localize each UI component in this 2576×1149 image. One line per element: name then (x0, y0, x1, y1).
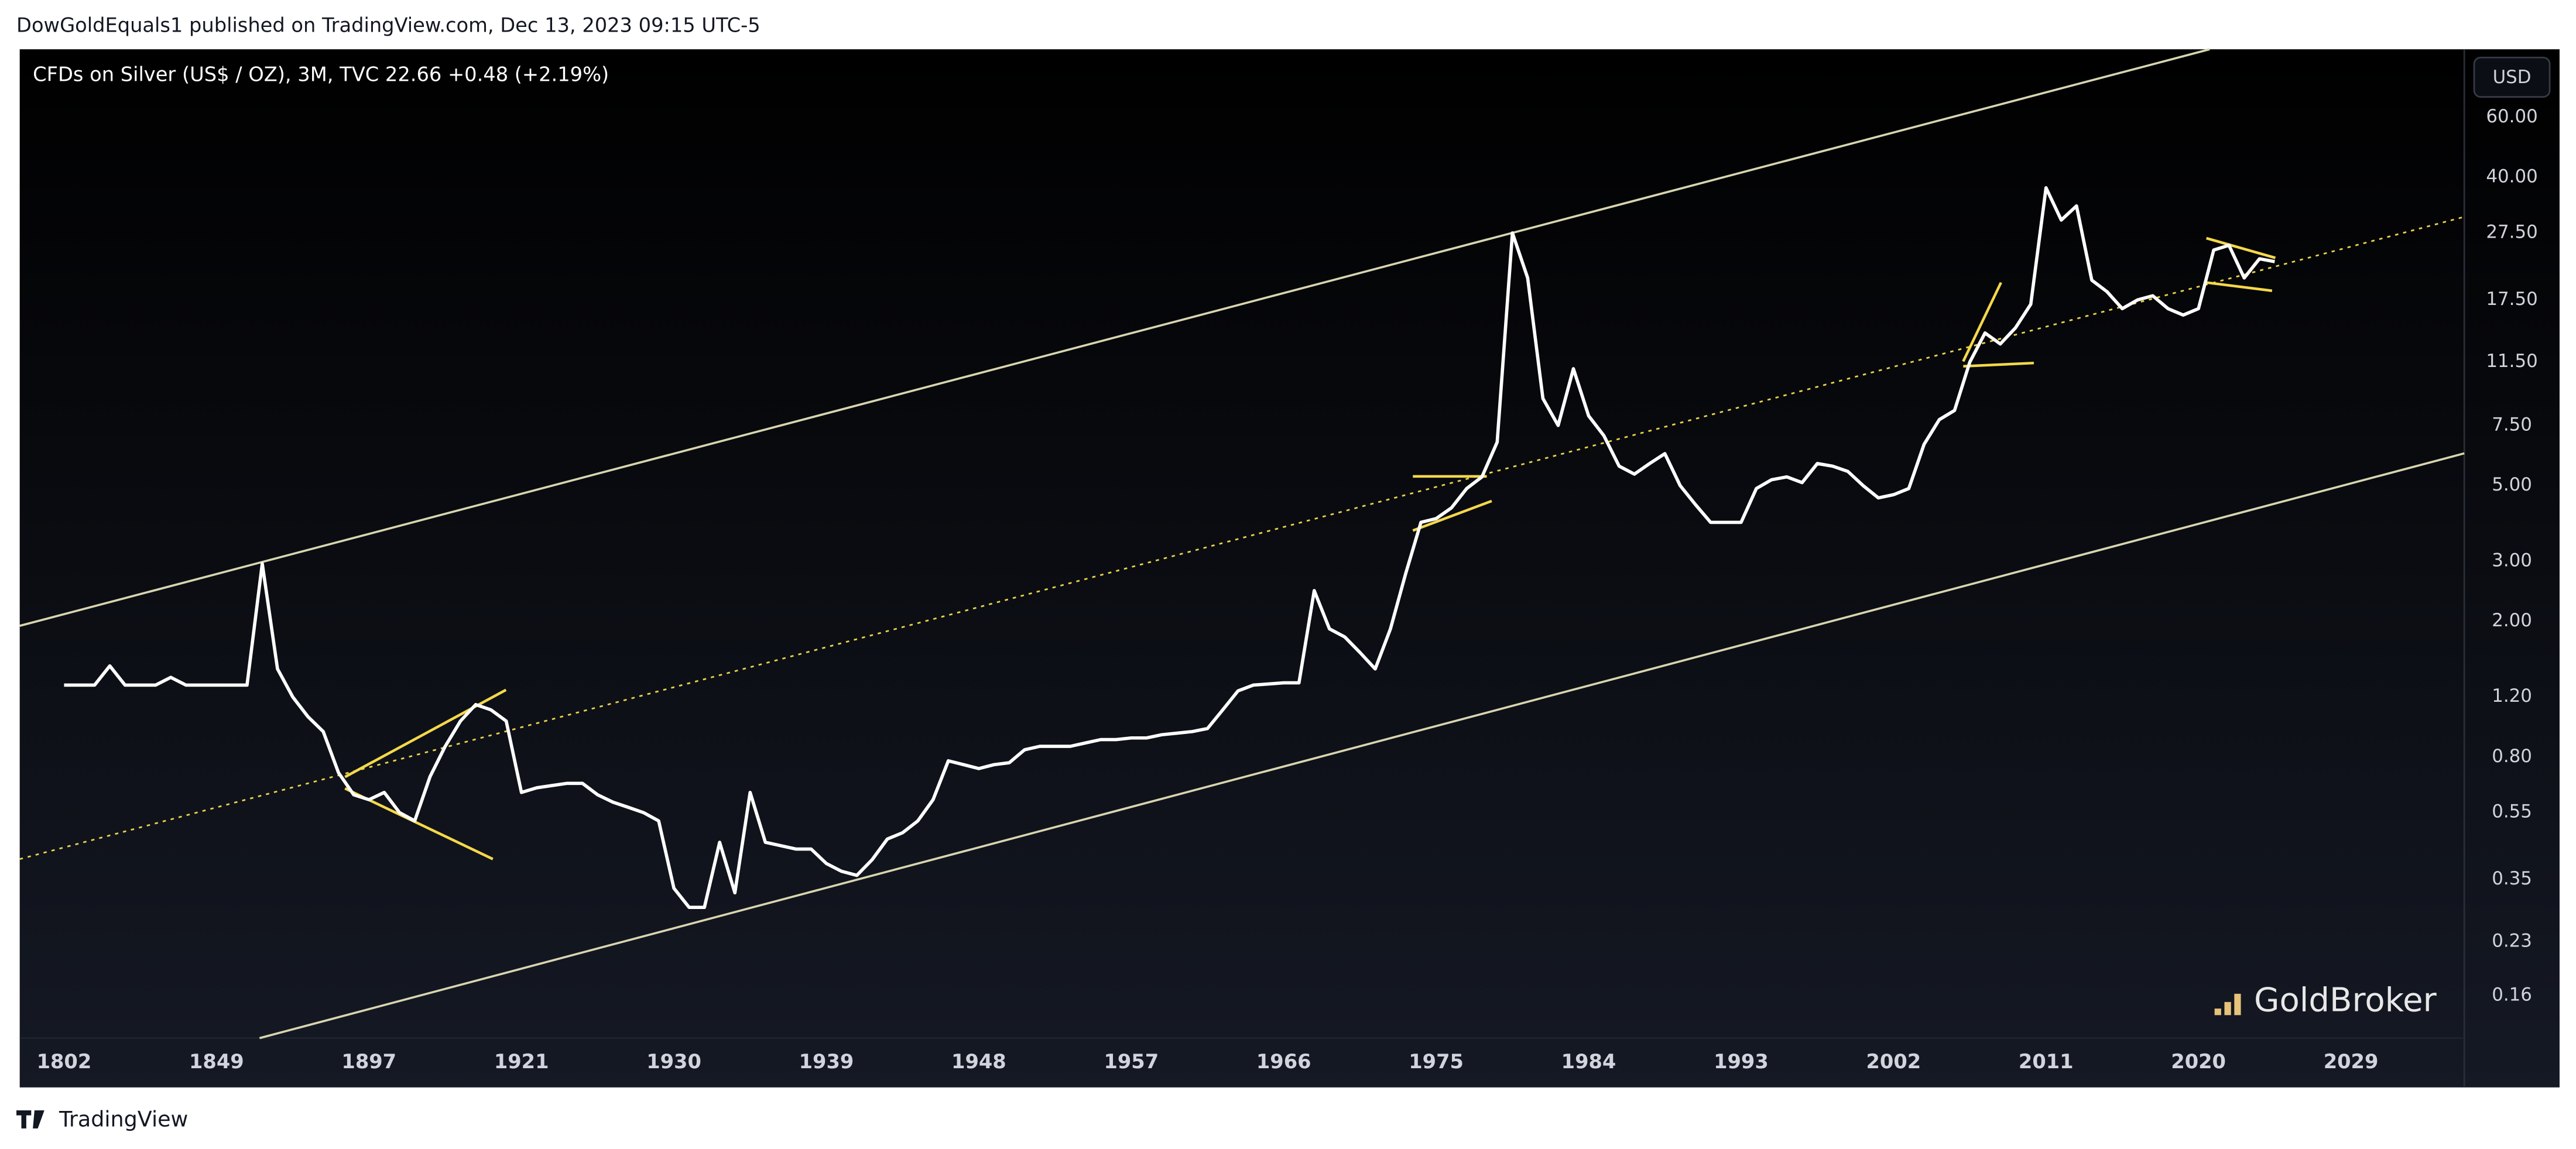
trend-line (2206, 236, 2276, 259)
x-tick-label: 1957 (1104, 1050, 1159, 1073)
watermark-icon (2234, 993, 2241, 1016)
x-tick-label: 2011 (2019, 1050, 2074, 1073)
y-tick-label: 0.35 (2492, 868, 2532, 889)
trend-line (1963, 361, 2034, 368)
x-tick-label: 1802 (37, 1050, 92, 1073)
y-tick-label: 5.00 (2492, 474, 2532, 495)
x-tick-label: 1948 (951, 1050, 1006, 1073)
currency-label[interactable]: USD (2493, 67, 2532, 88)
x-tick-label: 2029 (2324, 1050, 2379, 1073)
channel-bottom (259, 452, 2465, 1040)
trend-line (1962, 282, 2002, 362)
x-tick-label: 1921 (494, 1050, 549, 1073)
x-tick-label: 1984 (1561, 1050, 1616, 1073)
x-tick-label: 1975 (1409, 1050, 1464, 1073)
footer: TradingView (59, 1106, 188, 1131)
y-tick-label: 0.55 (2492, 801, 2532, 822)
channel-middle (19, 216, 2465, 860)
x-tick-label: 2002 (1866, 1050, 1921, 1073)
y-tick-label: 27.50 (2486, 221, 2537, 242)
trend-line (1412, 499, 1492, 532)
watermark-text: GoldBroker (2254, 981, 2437, 1019)
y-tick-label: 3.00 (2492, 550, 2532, 571)
y-tick-label: 17.50 (2486, 289, 2537, 310)
chart-background (19, 49, 2560, 1088)
watermark: GoldBroker (2214, 981, 2437, 1019)
y-tick-label: 0.16 (2492, 984, 2532, 1005)
watermark-icon (2214, 1009, 2221, 1016)
y-tick-label: 11.50 (2486, 351, 2537, 372)
x-tick-label: 2020 (2171, 1050, 2226, 1073)
price-line (64, 186, 2275, 910)
trend-line (2206, 281, 2273, 292)
y-tick-label: 0.23 (2492, 930, 2532, 951)
x-tick-label: 1993 (1714, 1050, 1769, 1073)
channel-top (19, 48, 2210, 627)
y-tick-label: 0.80 (2492, 746, 2532, 767)
watermark-icon (2224, 1001, 2231, 1016)
attribution: DowGoldEquals1 published on TradingView.… (16, 13, 761, 36)
x-tick-label: 1849 (189, 1050, 244, 1073)
currency-button[interactable] (2473, 56, 2551, 98)
y-tick-label: 2.00 (2492, 610, 2532, 631)
y-tick-label: 60.00 (2486, 106, 2537, 127)
x-tick-label: 1939 (799, 1050, 854, 1073)
y-tick-label: 40.00 (2486, 166, 2537, 187)
y-tick-label: 7.50 (2492, 414, 2532, 435)
tradingview-logo (16, 1110, 44, 1129)
x-tick-label: 1930 (646, 1050, 701, 1073)
y-tick-label: 1.20 (2492, 685, 2532, 706)
symbol-legend: CFDs on Silver (US$ / OZ), 3M, TVC 22.66… (33, 63, 609, 86)
x-tick-label: 1897 (341, 1050, 396, 1073)
x-tick-label: 1966 (1256, 1050, 1311, 1073)
